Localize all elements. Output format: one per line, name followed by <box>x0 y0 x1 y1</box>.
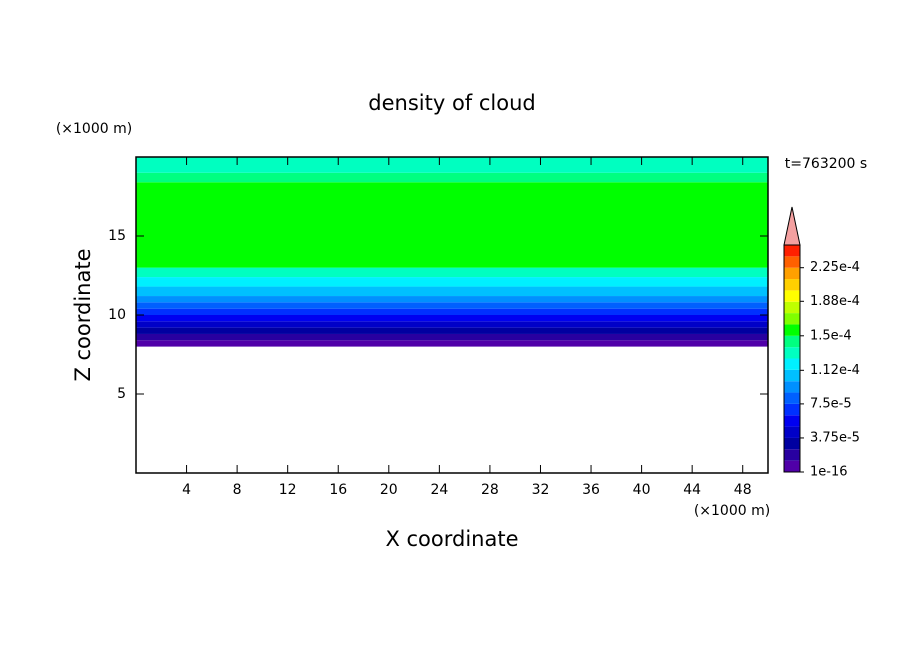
colorbar-band <box>784 415 800 427</box>
colorbar-band <box>784 335 800 348</box>
colorbar-frame <box>783 244 801 473</box>
colorbar-band <box>784 437 800 450</box>
contour-band <box>136 327 768 334</box>
colorbar-band <box>784 290 800 302</box>
contour-band <box>136 308 768 315</box>
x-tick-label: 28 <box>481 482 499 498</box>
contour-band <box>136 321 768 328</box>
contour-band <box>136 315 768 322</box>
contour-band <box>136 302 768 309</box>
x-tick-label: 44 <box>683 482 701 498</box>
x-tick-label: 20 <box>380 482 398 498</box>
x-tick-label: 32 <box>532 482 550 498</box>
colorbar-band <box>784 358 800 370</box>
colorbar-tick-label: 1.12e-4 <box>810 363 860 378</box>
x-tick-label: 12 <box>279 482 297 498</box>
x-tick-label: 40 <box>633 482 651 498</box>
contour-band <box>136 286 768 297</box>
annotation: t=763200 s <box>785 156 867 172</box>
colorbar-band <box>784 256 800 268</box>
colorbar-band <box>784 267 800 280</box>
colorbar-tick-label: 1.5e-4 <box>810 328 852 343</box>
contour-band <box>136 182 768 268</box>
contour-band <box>136 340 768 347</box>
colorbar-tick-label: 7.5e-5 <box>810 396 852 411</box>
contour-band <box>136 172 768 183</box>
colorbar-band <box>784 301 800 314</box>
colorbar-band <box>784 392 800 404</box>
x-tick-label: 36 <box>582 482 600 498</box>
y-axis-label: Z coordinate <box>71 248 95 381</box>
contour-band <box>136 277 768 287</box>
contour-band <box>136 267 768 278</box>
colorbar-band <box>784 324 800 336</box>
contour-band <box>136 157 768 173</box>
x-tick-label: 24 <box>430 482 448 498</box>
y-unit: (×1000 m) <box>56 121 132 137</box>
colorbar-band <box>784 403 800 416</box>
colorbar-band <box>784 347 800 359</box>
x-tick-label: 8 <box>233 482 242 498</box>
colorbar-tick-label: 3.75e-5 <box>810 430 860 445</box>
colorbar-band <box>784 460 800 472</box>
colorbar-band <box>784 245 800 257</box>
colorbar-tick-label: 2.25e-4 <box>810 260 860 275</box>
x-axis-label: X coordinate <box>385 527 518 551</box>
y-tick-label: 15 <box>108 228 126 244</box>
colorbar-extend <box>783 206 801 246</box>
x-tick-label: 48 <box>734 482 752 498</box>
colorbar-tick-label: 1e-16 <box>810 465 848 480</box>
colorbar-tick-label: 1.88e-4 <box>810 294 860 309</box>
x-tick-label: 4 <box>182 482 191 498</box>
colorbar-band <box>784 426 800 438</box>
colorbar-band <box>784 369 800 382</box>
y-tick-label: 5 <box>117 386 126 402</box>
colorbar-band <box>784 449 800 461</box>
colorbar-band <box>784 381 800 393</box>
contour-band <box>136 333 768 341</box>
y-tick-label: 10 <box>108 307 126 323</box>
x-unit: (×1000 m) <box>694 503 770 519</box>
chart-title: density of cloud <box>368 91 535 115</box>
colorbar-band <box>784 313 800 325</box>
colorbar-band <box>784 279 800 291</box>
contour-band <box>136 296 768 303</box>
x-tick-label: 16 <box>329 482 347 498</box>
